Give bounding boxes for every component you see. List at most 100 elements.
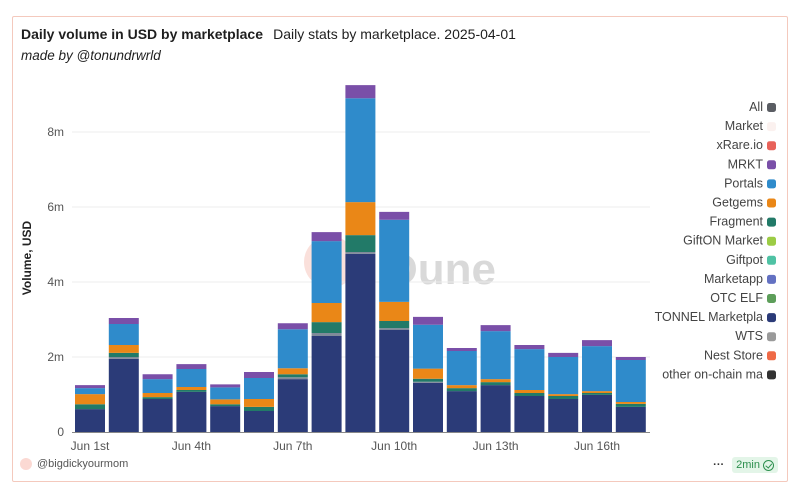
bar-segment-fragment[interactable]	[176, 390, 207, 392]
bar-segment-tonnel-marketplace[interactable]	[615, 406, 646, 432]
bar-stack-jun-14th[interactable]	[514, 345, 545, 432]
bar-segment-portals[interactable]	[548, 357, 579, 395]
bar-stack-jun-1st[interactable]	[75, 385, 105, 432]
bar-segment-getgems[interactable]	[244, 399, 274, 407]
bar-segment-getgems[interactable]	[108, 345, 139, 353]
bar-stack-jun-11th[interactable]	[413, 316, 443, 432]
freshness-badge[interactable]: 2min	[732, 457, 778, 473]
bar-stack-jun-12th[interactable]	[446, 348, 477, 432]
bar-segment-tonnel-marketplace[interactable]	[548, 399, 579, 432]
bar-segment-mrkt[interactable]	[176, 364, 207, 369]
bar-segment-tonnel-marketplace[interactable]	[244, 411, 274, 432]
bar-segment-getgems[interactable]	[480, 379, 511, 383]
bar-segment-portals[interactable]	[615, 360, 646, 402]
bar-segment-tonnel-marketplace[interactable]	[446, 391, 477, 432]
bar-segment-wts[interactable]	[311, 333, 342, 336]
legend-item[interactable]: Nest Store	[704, 348, 776, 362]
bar-segment-tonnel-marketplace[interactable]	[210, 406, 241, 432]
bar-segment-wts[interactable]	[345, 252, 376, 254]
bar-stack-jun-15th[interactable]	[548, 352, 579, 432]
bar-segment-mrkt[interactable]	[75, 385, 105, 389]
legend-item[interactable]: xRare.io	[716, 138, 776, 152]
bar-segment-mrkt[interactable]	[615, 357, 646, 360]
bar-segment-mrkt[interactable]	[244, 372, 274, 378]
bar-segment-mrkt[interactable]	[210, 384, 241, 388]
bar-segment-mrkt[interactable]	[379, 211, 410, 220]
bar-segment-tonnel-marketplace[interactable]	[108, 358, 139, 432]
bar-segment-portals[interactable]	[480, 331, 511, 380]
bar-segment-wts[interactable]	[277, 377, 308, 380]
bar-segment-mrkt[interactable]	[413, 316, 443, 325]
bar-segment-fragment[interactable]	[514, 393, 545, 396]
bar-segment-tonnel-marketplace[interactable]	[75, 409, 105, 432]
bar-segment-tonnel-marketplace[interactable]	[379, 330, 410, 432]
bar-segment-tonnel-marketplace[interactable]	[311, 336, 342, 432]
legend-item[interactable]: OTC ELF	[710, 291, 776, 305]
bar-segment-mrkt[interactable]	[142, 374, 173, 380]
bar-segment-getgems[interactable]	[413, 368, 443, 379]
bar-segment-portals[interactable]	[75, 388, 105, 395]
bar-segment-wts[interactable]	[108, 357, 139, 359]
bar-stack-jun-7th[interactable]	[277, 323, 308, 432]
bar-segment-wts[interactable]	[413, 381, 443, 383]
bar-segment-fragment[interactable]	[210, 404, 241, 407]
bar-segment-getgems[interactable]	[142, 393, 173, 398]
bar-stack-jun-16th[interactable]	[582, 340, 612, 432]
legend-item[interactable]: Fragment	[710, 215, 777, 229]
bar-segment-mrkt[interactable]	[311, 232, 342, 242]
bar-segment-mrkt[interactable]	[277, 323, 308, 330]
bar-segment-portals[interactable]	[514, 349, 545, 390]
bar-segment-mrkt[interactable]	[446, 348, 477, 351]
bar-segment-getgems[interactable]	[210, 399, 241, 405]
bar-stack-jun-17th[interactable]	[615, 357, 646, 432]
bar-segment-fragment[interactable]	[582, 393, 612, 395]
bar-stack-jun-2nd[interactable]	[108, 318, 139, 432]
bar-segment-mrkt[interactable]	[548, 352, 579, 357]
bar-segment-fragment[interactable]	[446, 388, 477, 392]
bar-segment-tonnel-marketplace[interactable]	[582, 394, 612, 432]
bar-segment-tonnel-marketplace[interactable]	[480, 385, 511, 432]
bar-segment-getgems[interactable]	[582, 391, 612, 393]
bar-segment-mrkt[interactable]	[514, 345, 545, 350]
bar-segment-portals[interactable]	[379, 219, 410, 302]
bar-segment-portals[interactable]	[446, 351, 477, 386]
legend-item[interactable]: Marketapp	[704, 272, 776, 286]
bar-segment-portals[interactable]	[582, 346, 612, 392]
bar-segment-fragment[interactable]	[480, 382, 511, 386]
bar-stack-jun-6th[interactable]	[244, 372, 274, 432]
bar-segment-getgems[interactable]	[345, 202, 376, 236]
bar-segment-portals[interactable]	[311, 241, 342, 303]
bar-segment-getgems[interactable]	[176, 387, 207, 390]
bar-segment-fragment[interactable]	[142, 397, 173, 399]
bar-segment-portals[interactable]	[210, 387, 241, 400]
bar-segment-fragment[interactable]	[244, 406, 274, 411]
bar-segment-tonnel-marketplace[interactable]	[413, 382, 443, 432]
bar-segment-fragment[interactable]	[108, 352, 139, 357]
bar-segment-portals[interactable]	[176, 369, 207, 387]
legend-item[interactable]: MRKT	[728, 157, 776, 171]
bar-segment-getgems[interactable]	[277, 368, 308, 375]
legend-item[interactable]: Getgems	[712, 196, 776, 210]
bar-segment-mrkt[interactable]	[582, 340, 612, 347]
legend-item[interactable]: other on-chain ma	[662, 367, 776, 381]
bar-segment-tonnel-marketplace[interactable]	[277, 379, 308, 432]
bar-stack-jun-5th[interactable]	[210, 384, 241, 432]
bar-segment-mrkt[interactable]	[480, 325, 511, 332]
bar-segment-tonnel-marketplace[interactable]	[176, 391, 207, 432]
legend-item[interactable]: TONNEL Marketpla	[655, 310, 776, 324]
more-options-button[interactable]: ···	[713, 459, 725, 471]
bar-segment-fragment[interactable]	[345, 235, 376, 252]
legend-item[interactable]: All	[749, 100, 776, 114]
legend-item[interactable]: WTS	[735, 329, 776, 343]
bar-segment-portals[interactable]	[345, 98, 376, 203]
bar-segment-fragment[interactable]	[75, 404, 105, 410]
bar-segment-mrkt[interactable]	[108, 318, 139, 324]
bar-segment-getgems[interactable]	[514, 390, 545, 393]
bar-stack-jun-3rd[interactable]	[142, 374, 173, 432]
bar-segment-tonnel-marketplace[interactable]	[345, 253, 376, 432]
footer-user[interactable]: @bigdickyourmom	[20, 458, 128, 470]
bar-stack-jun-13th[interactable]	[480, 325, 511, 432]
bar-stack-jun-10th[interactable]	[379, 211, 410, 432]
bar-segment-mrkt[interactable]	[345, 85, 376, 99]
bar-segment-portals[interactable]	[108, 324, 139, 345]
